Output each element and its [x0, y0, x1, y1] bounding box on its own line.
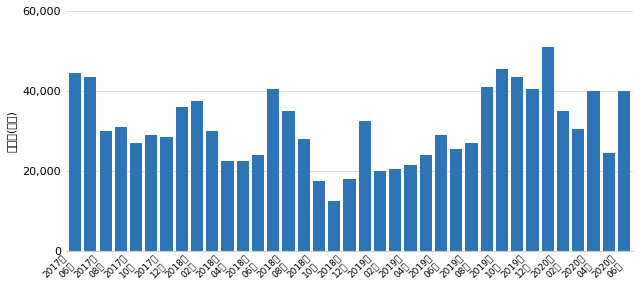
Bar: [511, 77, 524, 250]
Bar: [389, 169, 401, 250]
Bar: [328, 201, 340, 250]
Bar: [603, 153, 615, 250]
Bar: [298, 139, 310, 250]
Bar: [145, 135, 157, 250]
Bar: [130, 143, 142, 250]
Bar: [541, 47, 554, 250]
Bar: [313, 181, 325, 250]
Bar: [161, 137, 173, 250]
Bar: [176, 107, 188, 250]
Bar: [268, 89, 280, 250]
Bar: [435, 135, 447, 250]
Bar: [420, 155, 432, 250]
Bar: [237, 161, 249, 250]
Bar: [404, 165, 417, 250]
Bar: [496, 69, 508, 250]
Bar: [84, 77, 97, 250]
Bar: [344, 179, 356, 250]
Bar: [358, 121, 371, 250]
Bar: [526, 89, 538, 250]
Bar: [221, 161, 234, 250]
Bar: [282, 111, 294, 250]
Bar: [557, 111, 569, 250]
Bar: [618, 91, 630, 250]
Bar: [374, 171, 386, 250]
Y-axis label: 거래량(건수): 거래량(건수): [7, 110, 17, 152]
Bar: [191, 101, 203, 250]
Bar: [115, 127, 127, 250]
Bar: [69, 73, 81, 250]
Bar: [588, 91, 600, 250]
Bar: [572, 129, 584, 250]
Bar: [481, 87, 493, 250]
Bar: [450, 149, 462, 250]
Bar: [465, 143, 477, 250]
Bar: [252, 155, 264, 250]
Bar: [100, 131, 112, 250]
Bar: [206, 131, 218, 250]
